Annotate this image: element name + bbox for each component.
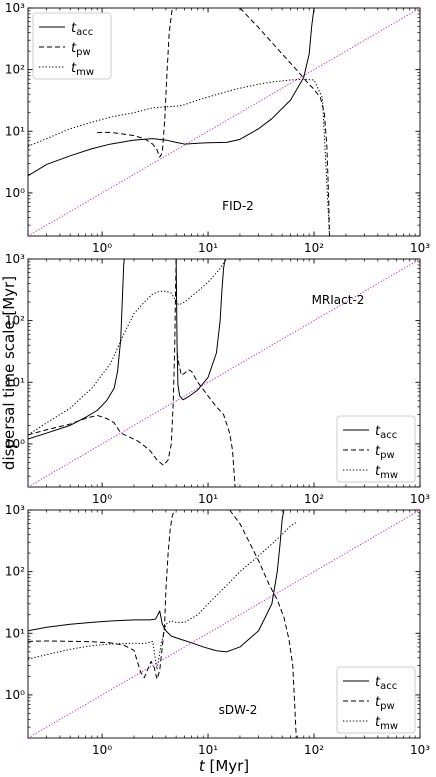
series-acc-line [28, 259, 125, 440]
x-tick-label: 10⁰ [92, 241, 112, 255]
legend-label-mw: tmw [375, 715, 398, 732]
x-tick-label: 10¹ [198, 743, 218, 757]
legend-box [336, 415, 416, 483]
panel-label: FID-2 [222, 199, 254, 213]
x-axis-label: t [Myr] [199, 757, 249, 775]
series-pw_branch2-line [229, 510, 297, 738]
y-tick-label: 10² [5, 63, 25, 77]
legend-label-acc: tacc [375, 675, 397, 692]
legend-label-pw: tpw [71, 41, 91, 58]
y-tick-label: 10³ [5, 503, 25, 517]
legend-symbol: t [375, 464, 381, 479]
legend-label-acc: tacc [375, 424, 397, 441]
legend-symbol: t [375, 715, 381, 730]
series-pw-line [97, 8, 173, 158]
legend-subscript: acc [380, 681, 397, 692]
plot-area [28, 8, 420, 236]
x-tick-label: 10² [304, 492, 324, 506]
legend-label-pw: tpw [375, 695, 395, 712]
legend-subscript: acc [380, 430, 397, 441]
legend-subscript: pw [76, 47, 91, 58]
legend-symbol: t [71, 61, 77, 76]
x-tick-label: 10⁰ [92, 743, 112, 757]
legend-box [32, 12, 112, 80]
plot-area [28, 510, 420, 738]
legend-box [336, 666, 416, 734]
legend-subscript: mw [380, 470, 398, 481]
series-pw_branch2-line [239, 8, 331, 236]
legend-subscript: mw [76, 67, 94, 78]
plot-area [28, 259, 420, 487]
panel-mriact-2: 10⁰ 10¹ 10² 10³10⁰10¹10²10³MRIact-2tacctpwt… [5, 252, 430, 506]
y-tick-label: 10⁰ [5, 437, 25, 451]
legend-subscript: mw [380, 721, 398, 732]
y-tick-label: 10¹ [5, 124, 25, 138]
legend-subscript: acc [76, 27, 93, 38]
y-tick-label: 10¹ [5, 375, 25, 389]
legend-subscript: pw [380, 450, 395, 461]
x-tick-label: 10² [304, 743, 324, 757]
legend-label-mw: tmw [71, 61, 94, 78]
legend-symbol: t [375, 695, 381, 710]
y-tick-label: 10¹ [5, 626, 25, 640]
axes-frame [27, 258, 421, 488]
series-pw_branch2-line [176, 352, 236, 487]
y-tick-label: 10³ [5, 1, 25, 15]
reference-line [28, 8, 420, 236]
legend-symbol: t [375, 424, 381, 439]
x-tick-label: 10² [304, 241, 324, 255]
panel-label: sDW-2 [219, 703, 258, 717]
axes-frame [27, 7, 421, 237]
legend-symbol: t [375, 444, 381, 459]
legend-subscript: pw [380, 701, 395, 712]
y-tick-label: 10⁰ [5, 688, 25, 702]
series-mw-line [28, 521, 298, 670]
x-tick-label: 10³ [410, 743, 430, 757]
y-tick-label: 10² [5, 565, 25, 579]
series-pw-line [28, 259, 177, 466]
series-mw-line [28, 78, 331, 236]
series-acc_branch2-line [175, 259, 226, 401]
legend-symbol: t [71, 41, 77, 56]
legend-symbol: t [71, 21, 77, 36]
panel-label: MRIact-2 [312, 293, 365, 307]
series-acc-line [28, 510, 285, 653]
reference-line [28, 259, 420, 487]
legend-label-pw: tpw [375, 444, 395, 461]
x-tick-label: 10¹ [198, 241, 218, 255]
x-axis-label-unit: [Myr] [205, 757, 249, 775]
legend-label-mw: tmw [375, 464, 398, 481]
series-mw-line [28, 259, 228, 436]
x-tick-label: 10⁰ [92, 492, 112, 506]
x-axis-label-symbol: t [199, 757, 206, 775]
reference-line [28, 510, 420, 738]
y-tick-label: 10³ [5, 252, 25, 266]
x-tick-label: 10³ [410, 241, 430, 255]
y-axis-label: dispersal time scale [Myr] [0, 276, 18, 470]
series-pw-line [28, 510, 175, 680]
legend-symbol: t [375, 675, 381, 690]
x-tick-label: 10¹ [198, 492, 218, 506]
legend-label-acc: tacc [71, 21, 93, 38]
y-tick-label: 10⁰ [5, 186, 25, 200]
axes-frame [27, 509, 421, 739]
series-acc-line [28, 8, 315, 177]
y-tick-label: 10² [5, 314, 25, 328]
x-tick-label: 10³ [410, 492, 430, 506]
